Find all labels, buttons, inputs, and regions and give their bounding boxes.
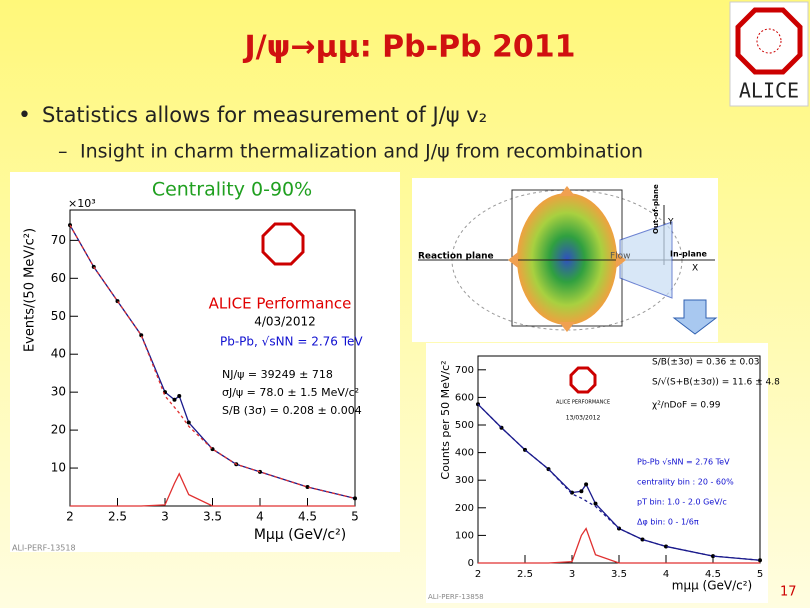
annotation: S/√(S+B(±3σ)) = 11.6 ± 4.8: [652, 377, 780, 388]
data-point: [172, 397, 177, 402]
y-tick-label: 30: [51, 385, 66, 399]
annotation: 13/03/2012: [566, 415, 601, 422]
x-tick-label: 2: [66, 510, 74, 524]
y-tick-label: 400: [455, 448, 474, 459]
series-line: [70, 472, 355, 507]
bullet: Statistics allows for measurement of J/ψ…: [42, 103, 487, 127]
slide-title: J/ψ→μμ: Pb-Pb 2011: [243, 30, 576, 65]
data-point: [570, 490, 574, 495]
annotation: Pb-Pb √sNN = 2.76 TeV: [637, 458, 730, 467]
annotation: χ²/nDoF = 0.99: [652, 401, 721, 411]
x-tick-label: 5: [757, 569, 763, 580]
sub-bullet: Insight in charm thermalization and J/ψ …: [80, 141, 643, 163]
annotation: 4/03/2012: [254, 315, 316, 329]
diagram-label: Out-of-plane: [652, 184, 660, 234]
y-tick-label: 200: [455, 503, 474, 514]
x-tick-label: 2.5: [108, 510, 127, 524]
annotation: S/B (3σ) = 0.208 ± 0.004: [222, 404, 362, 417]
y-tick-label: 70: [51, 233, 66, 247]
data-point: [305, 485, 310, 490]
alice-logo-small: [261, 222, 305, 266]
annotation: pT bin: 1.0 - 2.0 GeV/c: [637, 498, 727, 507]
x-tick-label: 5: [351, 510, 359, 524]
series-line: [69, 224, 356, 500]
y-tick-label: 40: [51, 347, 66, 361]
annotation: S/B(±3σ) = 0.36 ± 0.03: [652, 358, 760, 368]
data-point: [711, 554, 715, 559]
y-tick-label: 20: [51, 423, 66, 437]
series-line: [477, 403, 761, 561]
flow-diagram: Reaction plane Flow Out-of-plane In-plan…: [412, 178, 718, 342]
data-point: [640, 537, 645, 542]
x-tick-label: 3.5: [203, 510, 222, 524]
left-plot-panel: [10, 172, 400, 552]
y-tick-label: 60: [51, 271, 66, 285]
annotation: ×10³: [68, 197, 96, 210]
bullet-dot: •: [18, 103, 31, 128]
x-axis-label: mμμ (GeV/c²): [672, 579, 752, 593]
annotation: Δφ bin: 0 - 1/6π: [637, 518, 699, 527]
annotation: ALI-PERF-13518: [12, 544, 76, 553]
x-tick-label: 4.5: [705, 569, 721, 580]
data-point: [579, 489, 584, 494]
data-point: [593, 501, 598, 506]
x-axis-label: Mμμ (GeV/c²): [254, 527, 346, 543]
annotation: Pb-Pb, √sNN = 2.76 TeV: [220, 335, 363, 349]
y-tick-label: 100: [455, 530, 474, 541]
diagram-label: In-plane: [670, 250, 708, 259]
alice-logo: ALICE: [729, 1, 809, 107]
diagram-label: Reaction plane: [418, 252, 494, 262]
annotation: σJ/ψ = 78.0 ± 1.5 MeV/c²: [222, 386, 359, 399]
y-tick-label: 50: [51, 309, 66, 323]
y-tick-label: 10: [51, 461, 66, 475]
annotation: ALICE PERFORMANCE: [556, 400, 610, 406]
y-tick-label: 0: [468, 558, 474, 569]
y-tick-label: 700: [455, 365, 474, 376]
x-tick-label: 4.5: [298, 510, 317, 524]
diagram-label: X: [692, 264, 698, 274]
y-tick-label: 300: [455, 475, 474, 486]
diagram-label: Y: [667, 218, 674, 228]
x-tick-label: 2: [475, 569, 481, 580]
x-tick-label: 4: [256, 510, 264, 524]
x-tick-label: 3: [569, 569, 575, 580]
y-axis-label: Events/(50 MeV/c²): [23, 228, 38, 352]
annotation: ALICE Performance: [209, 295, 352, 313]
annotation: centrality bin : 20 - 60%: [637, 478, 734, 487]
series-line: [478, 527, 760, 564]
data-point: [664, 544, 668, 549]
right-plot-panel: [426, 343, 768, 603]
annotation: ALI-PERF-13858: [428, 593, 484, 601]
sub-bullet-dash: –: [58, 141, 68, 163]
annotation: NJ/ψ = 39249 ± 718: [222, 368, 333, 381]
data-point: [584, 482, 589, 487]
x-tick-label: 3: [161, 510, 169, 524]
data-point: [177, 393, 182, 398]
data-point: [758, 558, 762, 563]
y-tick-label: 500: [455, 420, 474, 431]
y-axis-label: Counts per 50 MeV/c²: [439, 360, 452, 479]
data-point: [186, 420, 191, 425]
x-tick-label: 3.5: [611, 569, 627, 580]
diagram-label: Flow: [610, 252, 631, 262]
x-tick-label: 4: [663, 569, 669, 580]
alice-logo-small: [569, 366, 597, 394]
chart-title: Centrality 0-90%: [152, 179, 312, 201]
x-tick-label: 2.5: [517, 569, 533, 580]
page-number: 17: [780, 585, 797, 600]
logo-text: ALICE: [739, 79, 799, 103]
data-point: [353, 496, 357, 501]
y-tick-label: 600: [455, 392, 474, 403]
